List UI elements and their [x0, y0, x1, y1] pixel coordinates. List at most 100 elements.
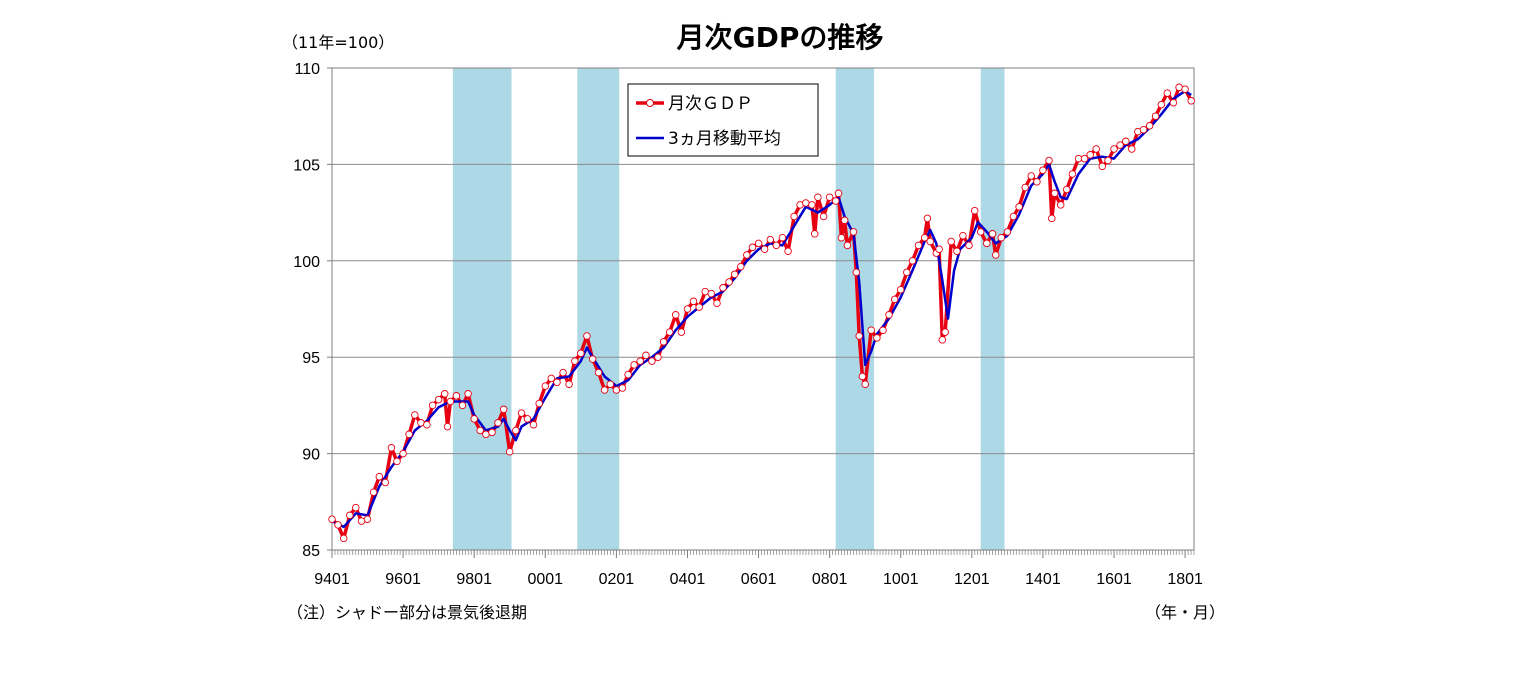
data-point-monthly-147 [1139, 125, 1148, 134]
recession-band-3 [980, 68, 1005, 550]
data-point-monthly-118 [976, 228, 985, 236]
data-point-monthly-67 [719, 284, 727, 292]
data-point-monthly-11 [393, 457, 401, 466]
x-tick-label-9401: 9401 [314, 571, 350, 588]
data-point-monthly-19 [440, 390, 449, 398]
data-point-monthly-34 [523, 415, 532, 423]
data-point-monthly-48 [606, 380, 615, 388]
data-point-monthly-21 [446, 397, 455, 406]
data-point-monthly-62 [689, 297, 698, 306]
data-point-monthly-38 [547, 374, 556, 383]
data-point-monthly-106 [920, 233, 929, 242]
data-point-monthly-27 [482, 430, 490, 439]
data-point-monthly-141 [1104, 156, 1112, 165]
x-minor-tick-marks [331, 550, 1195, 555]
data-point-monthly-31 [505, 447, 514, 456]
y-axis-unit-label: （11年=100） [282, 33, 394, 52]
series-line-moving-avg [331, 89, 1192, 529]
data-point-monthly-58 [665, 328, 674, 336]
data-point-monthly-142 [1110, 145, 1118, 153]
data-point-monthly-144 [1122, 137, 1130, 146]
x-tick-label-0001: 0001 [527, 571, 563, 588]
y-tick-label-105: 105 [293, 157, 320, 174]
data-point-monthly-72 [748, 243, 757, 252]
data-point-monthly-134 [1062, 185, 1071, 194]
data-point-monthly-151 [1163, 89, 1172, 97]
data-point-monthly-115 [959, 231, 967, 240]
data-point-monthly-1 [334, 521, 342, 529]
y-tick-label-110: 110 [294, 61, 320, 78]
data-point-monthly-78 [784, 247, 792, 255]
x-tick-label-9601: 9601 [385, 571, 421, 588]
data-point-monthly-30 [499, 405, 508, 414]
data-point-monthly-152 [1169, 98, 1178, 107]
data-point-monthly-84 [814, 193, 822, 201]
data-point-monthly-150 [1157, 100, 1166, 109]
data-point-monthly-4 [352, 503, 360, 512]
series-lines [328, 83, 1195, 543]
x-tick-label-0201: 0201 [599, 571, 635, 588]
data-point-monthly-24 [464, 390, 472, 398]
data-point-monthly-18 [434, 395, 443, 404]
data-point-monthly-85 [819, 212, 828, 221]
data-point-monthly-10 [387, 444, 396, 452]
data-point-monthly-54 [642, 351, 650, 360]
data-point-monthly-68 [725, 278, 733, 286]
data-point-monthly-13 [405, 430, 413, 439]
data-point-monthly-9 [381, 478, 390, 487]
y-tick-label-100: 100 [293, 254, 320, 271]
data-point-monthly-16 [423, 420, 431, 429]
legend: 月次ＧＤＰ 3ヵ月移動平均 [627, 83, 819, 157]
data-point-monthly-128 [1033, 178, 1041, 186]
data-point-monthly-124 [1009, 212, 1018, 221]
data-point-monthly-139 [1092, 145, 1100, 153]
data-point-monthly-33 [517, 409, 526, 417]
data-point-monthly-122 [997, 233, 1006, 242]
x-tick-label-0401: 0401 [670, 571, 706, 588]
data-point-monthly-113 [947, 237, 955, 246]
data-point-monthly-96 [861, 380, 869, 388]
data-point-monthly-114 [953, 247, 961, 255]
data-point-monthly-121 [991, 251, 1000, 259]
data-point-monthly-127 [1027, 172, 1035, 180]
footnote: （注）シャドー部分は景気後退期 [287, 603, 527, 622]
legend-marker-monthly [646, 99, 654, 107]
data-point-monthly-65 [707, 289, 716, 298]
data-point-monthly-123 [1003, 228, 1012, 236]
x-axis-unit-label: （年・月） [1145, 603, 1225, 622]
data-point-monthly-81 [802, 199, 810, 207]
data-point-monthly-26 [476, 426, 484, 435]
data-point-monthly-74 [760, 245, 769, 253]
data-point-monthly-66 [713, 299, 721, 307]
data-point-monthly-135 [1068, 170, 1077, 178]
data-point-monthly-36 [535, 399, 543, 408]
data-point-monthly-149 [1151, 112, 1160, 120]
recession-shading [452, 68, 1005, 550]
data-point-monthly-119 [983, 239, 991, 248]
data-point-monthly-14 [411, 411, 419, 419]
y-axis-ticks: 85 90 95 100 105 110 [293, 61, 332, 560]
data-point-monthly-57 [659, 338, 668, 346]
data-point-monthly-155 [1187, 97, 1195, 105]
data-point-monthly-140 [1098, 162, 1107, 171]
data-point-monthly-120 [988, 230, 997, 238]
data-point-monthly-137 [1080, 154, 1089, 163]
x-tick-label-0601: 0601 [741, 571, 777, 588]
data-point-monthly-148 [1145, 122, 1154, 130]
data-point-monthly-145 [1128, 145, 1136, 153]
data-point-monthly-143 [1116, 141, 1124, 149]
data-point-monthly-61 [683, 305, 692, 313]
data-point-monthly-75 [766, 235, 775, 244]
data-point-monthly-130 [1045, 156, 1053, 165]
data-point-monthly-25 [470, 415, 478, 423]
x-tick-label-0801: 0801 [812, 571, 848, 588]
data-point-monthly-8 [375, 472, 384, 481]
data-point-monthly-91 [843, 241, 852, 250]
data-point-monthly-40 [559, 368, 567, 377]
x-tick-label-1401: 1401 [1025, 571, 1061, 588]
data-point-monthly-98 [873, 334, 881, 342]
x-axis-minor-ticks [331, 550, 1195, 555]
data-point-monthly-63 [695, 303, 703, 311]
data-point-monthly-73 [754, 239, 763, 248]
